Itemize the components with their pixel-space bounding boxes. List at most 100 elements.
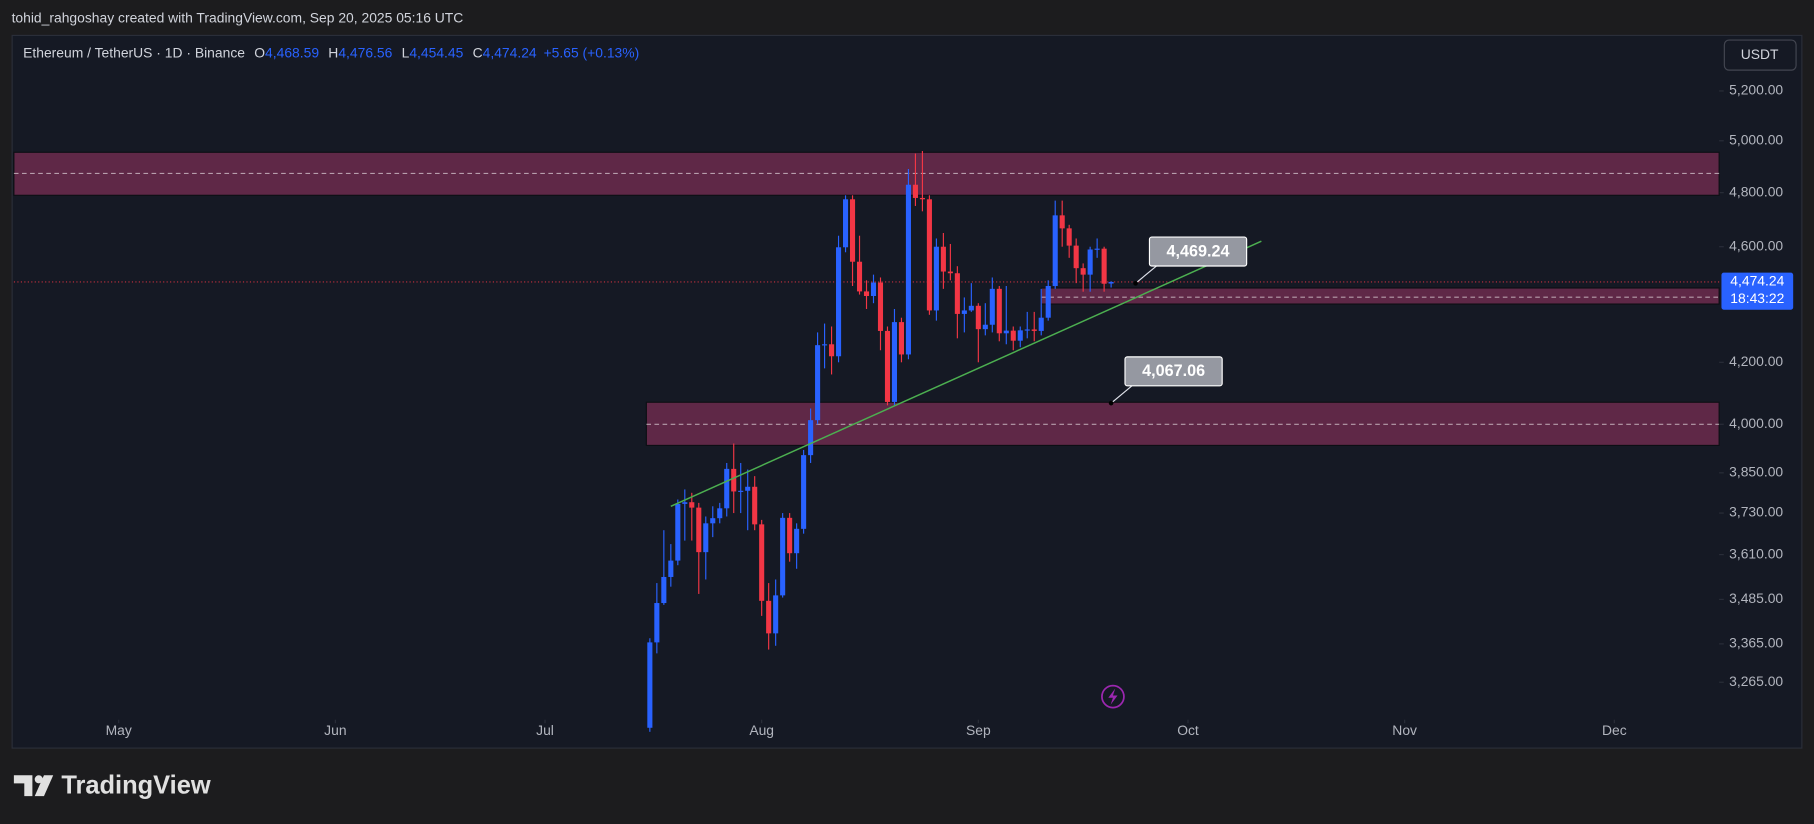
ohlc-value: 4,476.56 xyxy=(338,44,392,60)
y-tick-label: 4,600.00 xyxy=(1729,237,1783,253)
candle-body xyxy=(815,345,821,421)
candle-body xyxy=(647,642,653,728)
y-tick-label: 3,365.00 xyxy=(1729,635,1783,651)
candle-body xyxy=(808,420,814,456)
candle-body xyxy=(766,600,772,634)
candle-body xyxy=(724,468,730,509)
candle-body xyxy=(1066,228,1072,246)
candle-body xyxy=(1080,268,1086,275)
candle-body xyxy=(933,246,939,311)
ohlc-value: 4,474.24 xyxy=(483,44,537,60)
candle-body xyxy=(710,518,716,524)
currency-label[interactable]: USDT xyxy=(1741,46,1779,62)
y-tick-label: 3,850.00 xyxy=(1729,464,1783,480)
ohlc-key: C xyxy=(473,44,483,60)
author-line: tohid_rahgoshay created with TradingView… xyxy=(12,9,464,25)
logo-v xyxy=(34,775,54,797)
candle-body xyxy=(975,305,981,330)
callout-box xyxy=(1124,356,1223,387)
candle-body xyxy=(947,271,953,274)
candle-body xyxy=(773,595,779,634)
candle-body xyxy=(829,344,835,357)
logo-dot xyxy=(34,775,43,784)
x-tick-label: Oct xyxy=(1177,722,1199,738)
callout-anchor xyxy=(1133,281,1138,286)
price-label: 4,474.24 xyxy=(1730,273,1784,289)
x-tick-label: Aug xyxy=(749,722,774,738)
callout-pointer xyxy=(1110,385,1133,404)
y-tick-label: 5,200.00 xyxy=(1729,82,1783,98)
candle-body xyxy=(968,305,974,311)
x-tick-label: Dec xyxy=(1602,722,1627,738)
symbol-legend: Ethereum / TetherUS · 1D · Binance O4,468… xyxy=(23,44,639,60)
y-tick-label: 3,265.00 xyxy=(1729,673,1783,689)
candle-body xyxy=(996,288,1002,334)
candle-body xyxy=(954,273,960,314)
candle-body xyxy=(856,261,863,292)
candle-body xyxy=(759,524,765,601)
symbol-name: Ethereum / TetherUS · 1D · Binance xyxy=(23,44,245,60)
brand-logo: TradingView xyxy=(13,772,211,800)
candle-body xyxy=(654,603,660,643)
callout-box xyxy=(1148,236,1248,267)
currency-button[interactable]: USDT xyxy=(1723,39,1797,71)
candle-body xyxy=(822,344,828,346)
candle-body xyxy=(675,503,681,561)
callout-anchor xyxy=(1108,400,1114,406)
candle-body xyxy=(912,184,918,198)
candle-body xyxy=(780,517,786,596)
callout-pointer xyxy=(1135,265,1157,284)
candle-body xyxy=(1003,330,1009,334)
candle-body xyxy=(682,502,688,504)
ohlc-key: O xyxy=(254,44,265,60)
candle-body xyxy=(731,468,737,492)
candle-body xyxy=(738,490,744,492)
candle-body xyxy=(877,282,884,331)
candle-body xyxy=(1010,330,1016,341)
y-tick-label: 4,800.00 xyxy=(1729,183,1783,199)
candle-body xyxy=(884,330,891,402)
alert-bolt[interactable] xyxy=(1108,688,1118,705)
ohlc-value: 4,454.45 xyxy=(409,44,463,60)
candle-body xyxy=(661,576,667,604)
candle-body xyxy=(1024,329,1030,331)
x-tick-label: May xyxy=(106,722,132,738)
candle-body xyxy=(863,291,870,296)
candle-body xyxy=(919,197,925,200)
y-tick-label: 3,610.00 xyxy=(1729,545,1783,561)
trend-line xyxy=(670,240,1262,507)
candle-body xyxy=(668,560,674,577)
alert-circle[interactable] xyxy=(1101,684,1125,709)
y-tick-label: 4,000.00 xyxy=(1729,415,1783,431)
candle-body xyxy=(836,247,842,357)
candle-body xyxy=(745,486,751,491)
candle-body xyxy=(1101,248,1107,284)
candle-body xyxy=(1087,249,1093,275)
price-countdown: 18:43:22 xyxy=(1730,290,1784,306)
candle-body xyxy=(982,324,988,330)
candle-body xyxy=(849,199,856,262)
candle-body xyxy=(1045,285,1051,318)
candle-body xyxy=(752,486,758,525)
candle-body xyxy=(794,528,800,554)
callout-label: 4,469.24 xyxy=(1167,242,1230,260)
ohlc-value: 4,468.59 xyxy=(265,44,319,60)
y-tick-label: 5,000.00 xyxy=(1729,131,1783,147)
candle-body xyxy=(989,288,995,325)
candle-body xyxy=(1108,281,1114,284)
price-label-box xyxy=(1721,272,1794,310)
candle-body xyxy=(926,199,932,311)
candle-body xyxy=(1031,329,1037,331)
candle-body xyxy=(905,184,911,355)
candle-body xyxy=(717,508,723,519)
candle-body xyxy=(1073,245,1079,269)
candle-body xyxy=(787,517,793,554)
y-tick-label: 4,200.00 xyxy=(1729,353,1783,369)
currency-button-box[interactable] xyxy=(1723,39,1797,71)
candle-body xyxy=(842,199,849,248)
change: +5.65 (+0.13%) xyxy=(544,44,640,60)
alert-icon[interactable] xyxy=(1101,684,1125,709)
candle-body xyxy=(1094,248,1100,250)
y-tick-label: 3,730.00 xyxy=(1729,504,1783,520)
